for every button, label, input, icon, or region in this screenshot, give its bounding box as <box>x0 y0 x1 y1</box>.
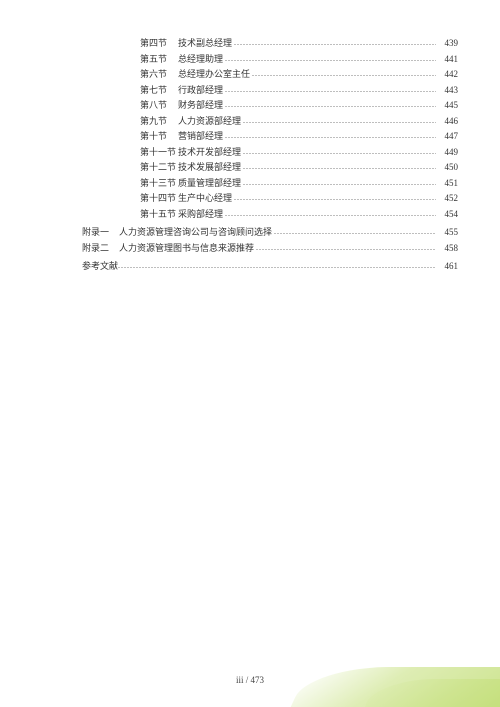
toc-entry-section: 第四节技术副总经理 439 <box>42 36 458 49</box>
section-page: 450 <box>438 162 458 172</box>
dot-leader <box>118 261 436 270</box>
references-page: 461 <box>438 261 458 271</box>
section-page: 445 <box>438 100 458 110</box>
section-page: 452 <box>438 193 458 203</box>
section-page: 439 <box>438 38 458 48</box>
toc-entry-section: 第十五节采购部经理 454 <box>42 207 458 220</box>
decor-band-main <box>291 667 500 707</box>
dot-leader <box>225 131 436 140</box>
section-title: 总经理助理 <box>178 52 223 65</box>
toc-entry-section: 第十二节技术发展部经理 450 <box>42 160 458 173</box>
section-number: 第十二节 <box>140 160 178 173</box>
section-number: 第七节 <box>140 83 178 96</box>
section-number: 第十一节 <box>140 145 178 158</box>
section-number: 第九节 <box>140 114 178 127</box>
section-page: 447 <box>438 131 458 141</box>
section-page: 441 <box>438 54 458 64</box>
toc-entry-references: 参考文献 461 <box>42 259 458 272</box>
section-number: 第四节 <box>140 36 178 49</box>
section-title: 技术开发部经理 <box>178 145 241 158</box>
dot-leader <box>234 193 436 202</box>
section-number: 第六节 <box>140 67 178 80</box>
section-page: 451 <box>438 178 458 188</box>
section-title: 财务部经理 <box>178 98 223 111</box>
toc-entry-section: 第十三节质量管理部经理 451 <box>42 176 458 189</box>
appendix-page: 458 <box>438 243 458 253</box>
section-title: 技术发展部经理 <box>178 160 241 173</box>
dot-leader <box>243 162 436 171</box>
toc-entry-section: 第五节总经理助理 441 <box>42 52 458 65</box>
dot-leader <box>274 227 436 236</box>
appendix-page: 455 <box>438 227 458 237</box>
sections-list: 第四节技术副总经理 439 第五节总经理助理 441 第六节总经理办公室主任 442 第七节… <box>42 36 458 220</box>
appendix-label: 附录二 <box>82 241 109 254</box>
section-page: 454 <box>438 209 458 219</box>
section-title: 生产中心经理 <box>178 191 232 204</box>
section-number: 第十五节 <box>140 207 178 220</box>
dot-leader <box>225 209 436 218</box>
toc-entry-appendix: 附录一人力资源管理咨询公司与咨询顾问选择 455 <box>42 225 458 238</box>
section-title: 行政部经理 <box>178 83 223 96</box>
toc-entry-section: 第八节财务部经理 445 <box>42 98 458 111</box>
appendix-title: 人力资源管理咨询公司与咨询顾问选择 <box>119 225 272 238</box>
toc-entry-section: 第九节人力资源部经理 446 <box>42 114 458 127</box>
dot-leader <box>243 178 436 187</box>
section-number: 第十三节 <box>140 176 178 189</box>
section-title: 营销部经理 <box>178 129 223 142</box>
section-number: 第五节 <box>140 52 178 65</box>
references-label: 参考文献 <box>82 259 118 272</box>
section-page: 446 <box>438 116 458 126</box>
toc-entry-appendix: 附录二人力资源管理图书与信息来源推荐 458 <box>42 241 458 254</box>
toc-entry-section: 第十四节生产中心经理 452 <box>42 191 458 204</box>
section-title: 质量管理部经理 <box>178 176 241 189</box>
section-title: 人力资源部经理 <box>178 114 241 127</box>
appendix-list: 附录一人力资源管理咨询公司与咨询顾问选择 455 附录二人力资源管理图书与信息来源推… <box>42 225 458 254</box>
dot-leader <box>234 38 436 47</box>
dot-leader <box>256 243 436 252</box>
dot-leader <box>243 147 436 156</box>
toc-entry-section: 第十节营销部经理 447 <box>42 129 458 142</box>
dot-leader <box>225 85 436 94</box>
dot-leader <box>243 116 436 125</box>
toc-entry-section: 第七节行政部经理 443 <box>42 83 458 96</box>
toc-entry-section: 第六节总经理办公室主任 442 <box>42 67 458 80</box>
appendix-label: 附录一 <box>82 225 109 238</box>
section-number: 第十四节 <box>140 191 178 204</box>
dot-leader <box>225 100 436 109</box>
section-page: 449 <box>438 147 458 157</box>
section-title: 采购部经理 <box>178 207 223 220</box>
section-number: 第十节 <box>140 129 178 142</box>
section-title: 总经理办公室主任 <box>178 67 250 80</box>
section-page: 443 <box>438 85 458 95</box>
corner-decoration <box>320 652 500 707</box>
footer-total: 473 <box>251 675 265 685</box>
toc-entry-section: 第十一节技术开发部经理 449 <box>42 145 458 158</box>
dot-leader <box>225 54 436 63</box>
appendix-title: 人力资源管理图书与信息来源推荐 <box>119 241 254 254</box>
footer-sep: / <box>244 675 251 685</box>
dot-leader <box>252 69 436 78</box>
toc-page: 第四节技术副总经理 439 第五节总经理助理 441 第六节总经理办公室主任 442 第七节… <box>0 0 500 272</box>
section-title: 技术副总经理 <box>178 36 232 49</box>
footer-roman: iii <box>236 675 244 685</box>
section-number: 第八节 <box>140 98 178 111</box>
section-page: 442 <box>438 69 458 79</box>
